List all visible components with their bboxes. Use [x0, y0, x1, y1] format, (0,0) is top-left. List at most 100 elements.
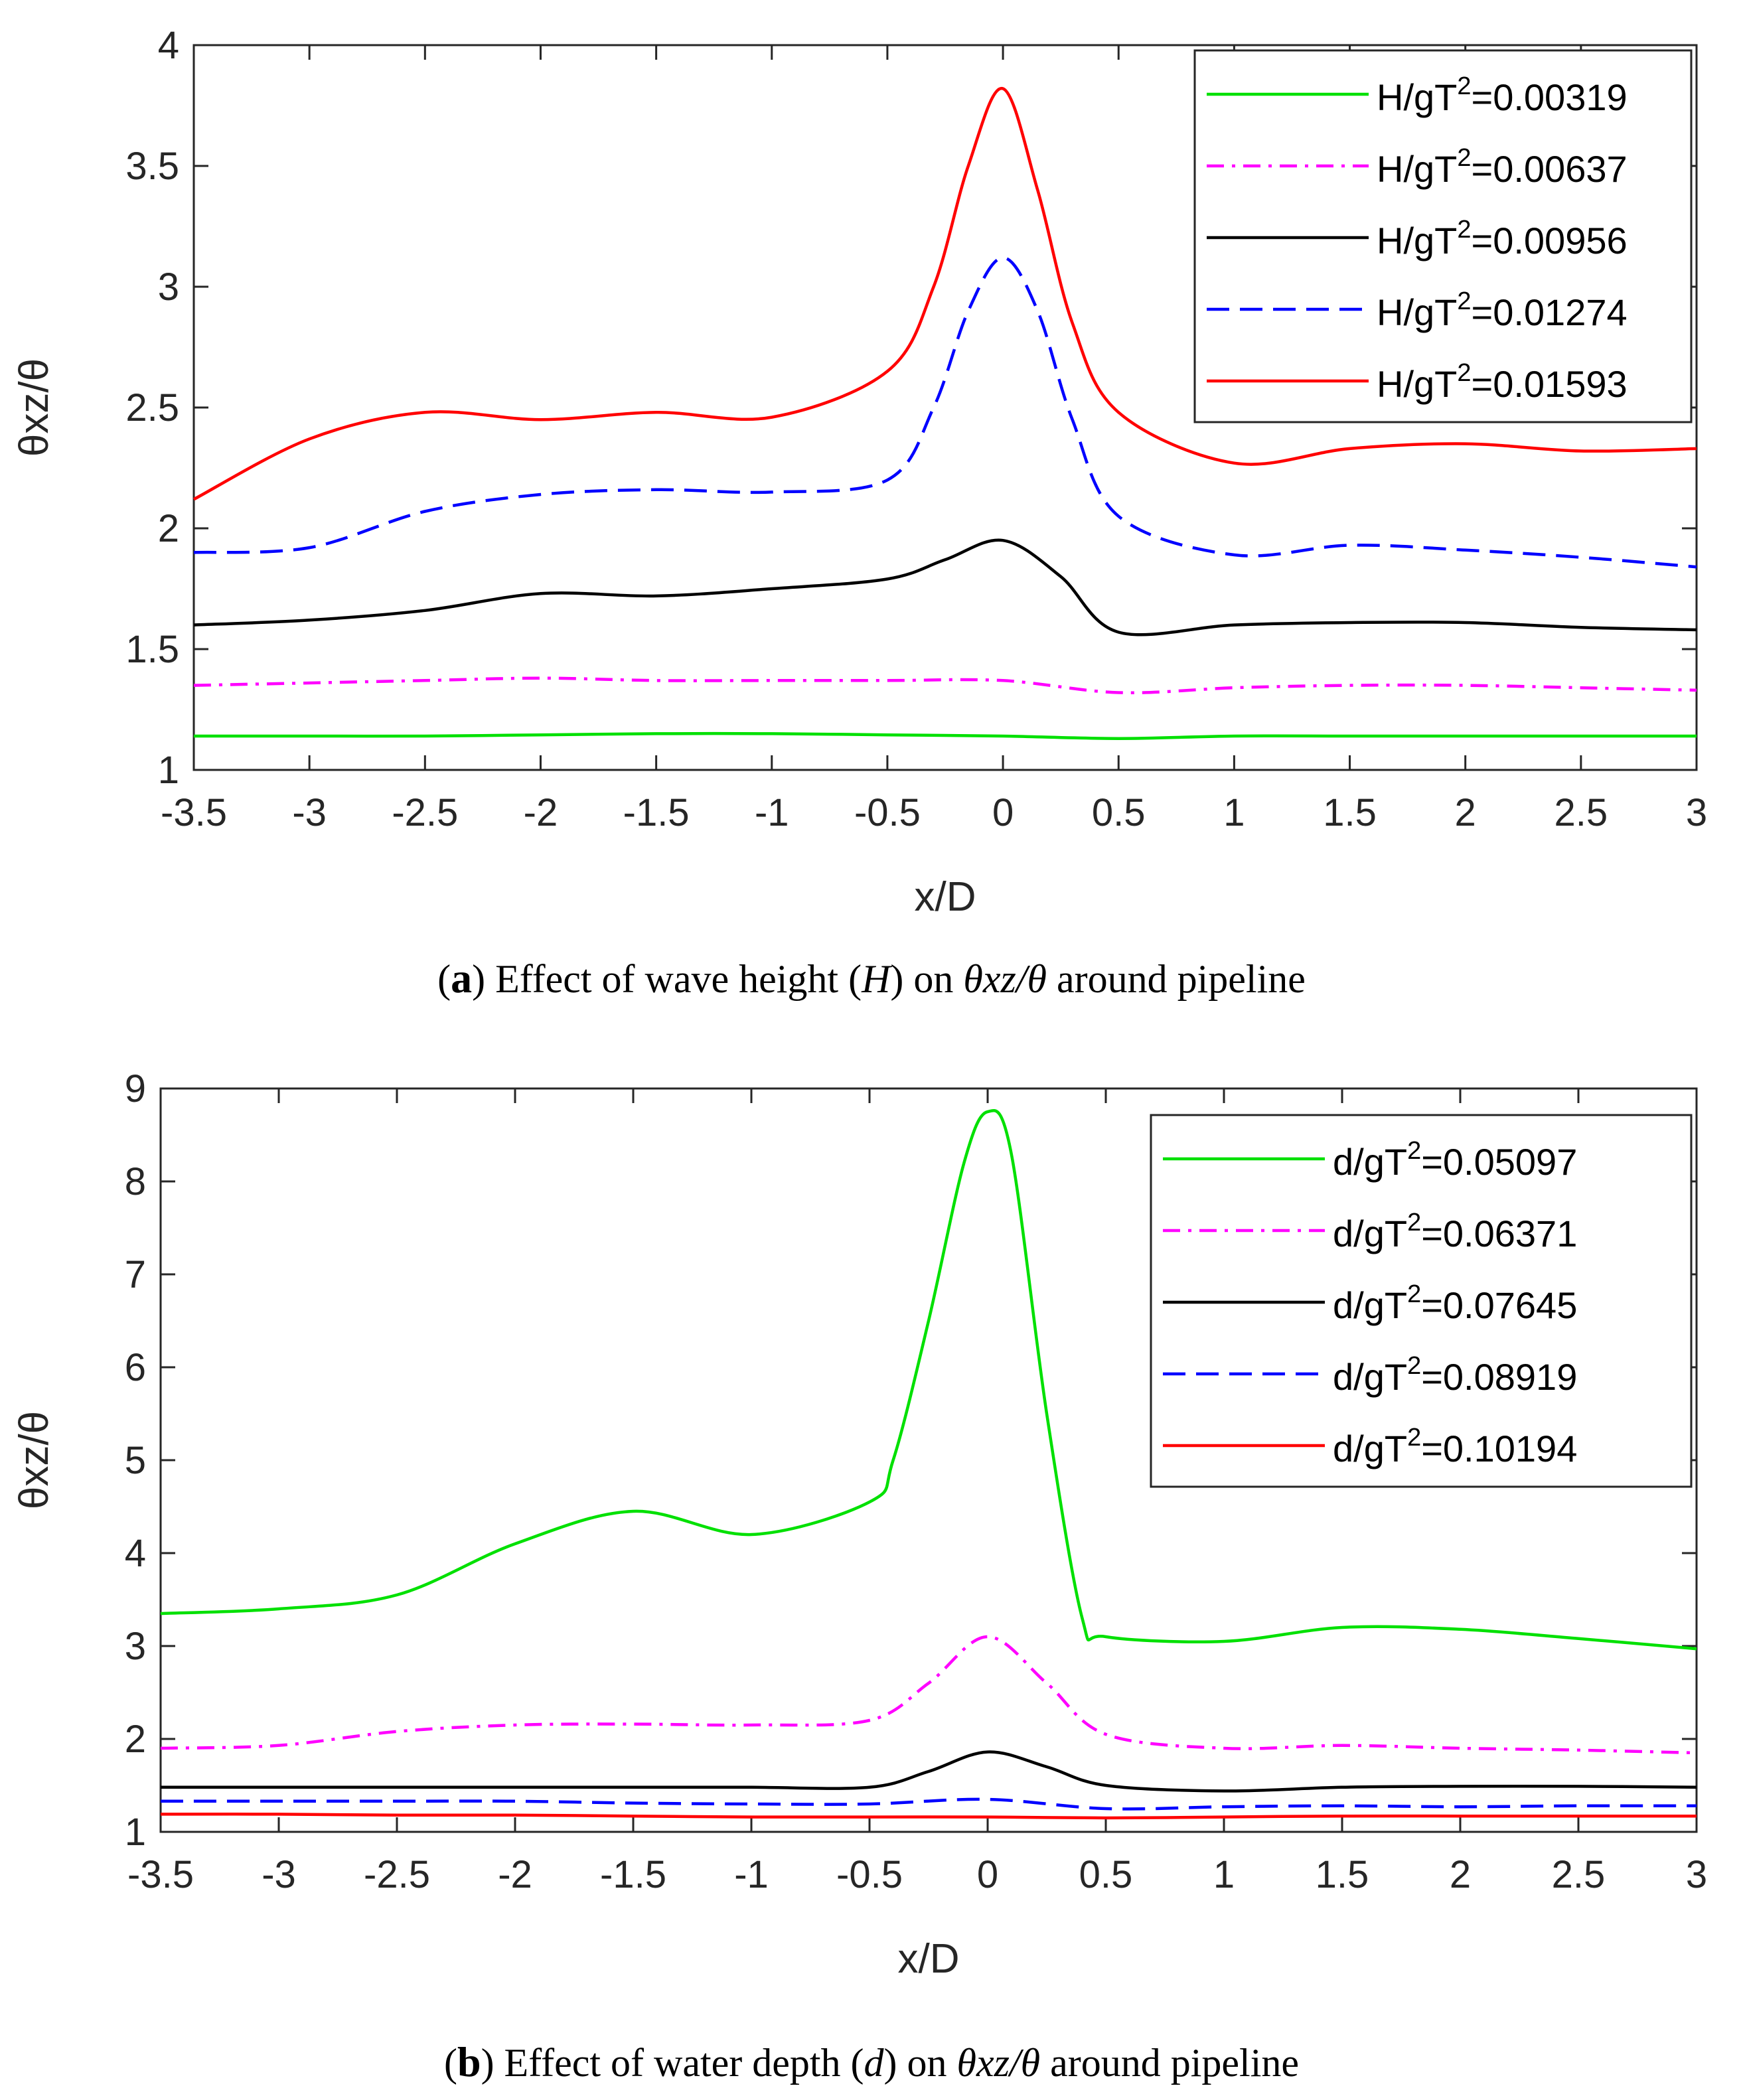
panel-b-chart: -3.5 -3 -2.5 -2 -1.5 -1 -0.5 0 0.5 1 1.5 2 2.5 3 1 2 3 4 5… — [11, 1067, 1707, 2085]
caption-close-paren: ) — [472, 957, 495, 1001]
x-tick-label: 2 — [1455, 791, 1476, 834]
x-tick-label: 1.5 — [1323, 791, 1377, 834]
caption-prefix: Effect of water depth ( — [504, 2041, 864, 2085]
x-tick-label: -2.5 — [364, 1853, 430, 1896]
x-tick-label: -1.5 — [623, 791, 690, 834]
legend-label-value: =0.06371 — [1421, 1213, 1577, 1254]
legend-label-value: =0.01274 — [1472, 291, 1628, 333]
caption-close-paren: ) — [481, 2041, 504, 2085]
legend-label-base: H/gT — [1377, 291, 1457, 333]
panel-a-chart: -3.5 -3 -2.5 -2 -1.5 -1 -0.5 0 0.5 1 1.5 2 2.5 3 1 1.5 2… — [11, 24, 1707, 1002]
legend-label-superscript: 2 — [1407, 1352, 1421, 1380]
series-line-5 — [160, 1813, 1697, 1820]
legend-label-superscript: 2 — [1457, 359, 1471, 387]
y-tick-label: 7 — [125, 1253, 146, 1296]
x-tick-label: 1.5 — [1316, 1853, 1369, 1896]
y-tick-label: 1 — [158, 749, 179, 792]
caption-panel-letter: a — [451, 954, 472, 1002]
y-tick-label: 3.5 — [125, 145, 179, 188]
series-line-3 — [161, 1750, 1697, 1793]
series-line-5 — [192, 87, 1697, 501]
legend-label-3: d/gT2=0.07645 — [1333, 1280, 1577, 1326]
x-tick-label: 1 — [1213, 1853, 1235, 1896]
x-tick-label: -0.5 — [836, 1853, 903, 1896]
y-tick-label: 8 — [125, 1160, 146, 1203]
x-tick-label: -1.5 — [600, 1853, 666, 1896]
caption-suffix: around pipeline — [1047, 957, 1306, 1001]
y-tick-label: 1.5 — [125, 628, 179, 671]
x-tick-label: -3.5 — [161, 791, 227, 834]
y-tick-label: 2.5 — [125, 386, 179, 429]
series-line-1 — [193, 731, 1697, 740]
x-tick-label: -1 — [755, 791, 789, 834]
x-tick-label: -3 — [292, 791, 327, 834]
x-tick-label: 0 — [992, 791, 1014, 834]
panel-caption: (a) Effect of wave height (H) on θxz/θ a… — [437, 954, 1306, 1002]
series-line-1 — [160, 1108, 1697, 1651]
x-tick-label: 2.5 — [1554, 791, 1608, 834]
y-axis-label: θxz/θ — [11, 1411, 57, 1509]
series-line-3 — [193, 538, 1697, 637]
x-tick-label: 3 — [1686, 1853, 1707, 1896]
legend-label-5: H/gT2=0.01593 — [1377, 359, 1628, 405]
y-tick-label: 2 — [125, 1718, 146, 1761]
legend-label-value: =0.00637 — [1472, 148, 1628, 190]
legend-label-superscript: 2 — [1407, 1209, 1421, 1237]
caption-panel-letter: b — [457, 2038, 481, 2085]
legend-label-base: H/gT — [1377, 76, 1457, 118]
y-tick-label: 4 — [158, 24, 179, 67]
legend-label-2: H/gT2=0.00637 — [1377, 144, 1628, 190]
caption-open-paren: ( — [444, 2041, 457, 2085]
x-tick-label: 2 — [1450, 1853, 1471, 1896]
series-line-4 — [160, 1797, 1697, 1811]
legend-label-4: H/gT2=0.01274 — [1377, 287, 1628, 333]
legend-label-superscript: 2 — [1407, 1280, 1421, 1308]
y-tick-label: 3 — [125, 1625, 146, 1668]
x-tick-label: 1 — [1223, 791, 1245, 834]
legend-label-superscript: 2 — [1407, 1424, 1421, 1452]
caption-quantity: θxz/θ — [957, 2041, 1041, 2085]
legend-label-base: d/gT — [1333, 1141, 1407, 1183]
legend-label-value: =0.00956 — [1472, 220, 1628, 262]
x-tick-label: -2.5 — [392, 791, 458, 834]
caption-suffix: around pipeline — [1040, 2041, 1299, 2085]
legend-label-base: d/gT — [1333, 1428, 1407, 1469]
legend-label-value: =0.07645 — [1421, 1284, 1577, 1326]
legend-label-1: H/gT2=0.00319 — [1377, 72, 1628, 118]
x-tick-label: 0.5 — [1079, 1853, 1133, 1896]
caption-variable: H — [861, 957, 893, 1001]
x-axis-label: x/D — [915, 874, 976, 920]
legend-label-5: d/gT2=0.10194 — [1333, 1424, 1577, 1469]
legend-label-superscript: 2 — [1457, 144, 1471, 172]
x-tick-label: -0.5 — [854, 791, 921, 834]
caption-open-paren: ( — [437, 957, 451, 1001]
x-tick-label: 0.5 — [1092, 791, 1146, 834]
caption-middle: ) on — [884, 2041, 957, 2085]
legend-label-3: H/gT2=0.00956 — [1377, 216, 1628, 262]
legend-label-value: =0.00319 — [1472, 76, 1628, 118]
legend-label-value: =0.05097 — [1421, 1141, 1577, 1183]
legend-label-base: d/gT — [1333, 1356, 1407, 1398]
panel-caption: (b) Effect of water depth (d) on θxz/θ a… — [444, 2038, 1299, 2085]
legend-label-1: d/gT2=0.05097 — [1333, 1137, 1577, 1183]
legend-label-base: H/gT — [1377, 220, 1457, 262]
caption-middle: ) on — [890, 957, 963, 1001]
x-tick-label: -3.5 — [127, 1853, 194, 1896]
caption-prefix: Effect of wave height ( — [495, 957, 862, 1001]
legend-label-4: d/gT2=0.08919 — [1333, 1352, 1577, 1398]
legend-label-base: H/gT — [1377, 363, 1457, 405]
legend-label-superscript: 2 — [1407, 1137, 1421, 1165]
legend-label-value: =0.01593 — [1472, 363, 1628, 405]
x-tick-label: 0 — [977, 1853, 998, 1896]
legend-label-base: d/gT — [1333, 1284, 1407, 1326]
x-tick-label: 2.5 — [1552, 1853, 1606, 1896]
x-tick-label: -1 — [734, 1853, 769, 1896]
x-axis-label: x/D — [898, 1936, 960, 1982]
y-tick-label: 3 — [158, 265, 179, 309]
x-tick-label: -2 — [498, 1853, 532, 1896]
y-tick-label: 1 — [125, 1811, 146, 1854]
legend-label-superscript: 2 — [1457, 216, 1471, 244]
y-tick-label: 4 — [125, 1532, 146, 1575]
series-line-2 — [193, 676, 1697, 695]
